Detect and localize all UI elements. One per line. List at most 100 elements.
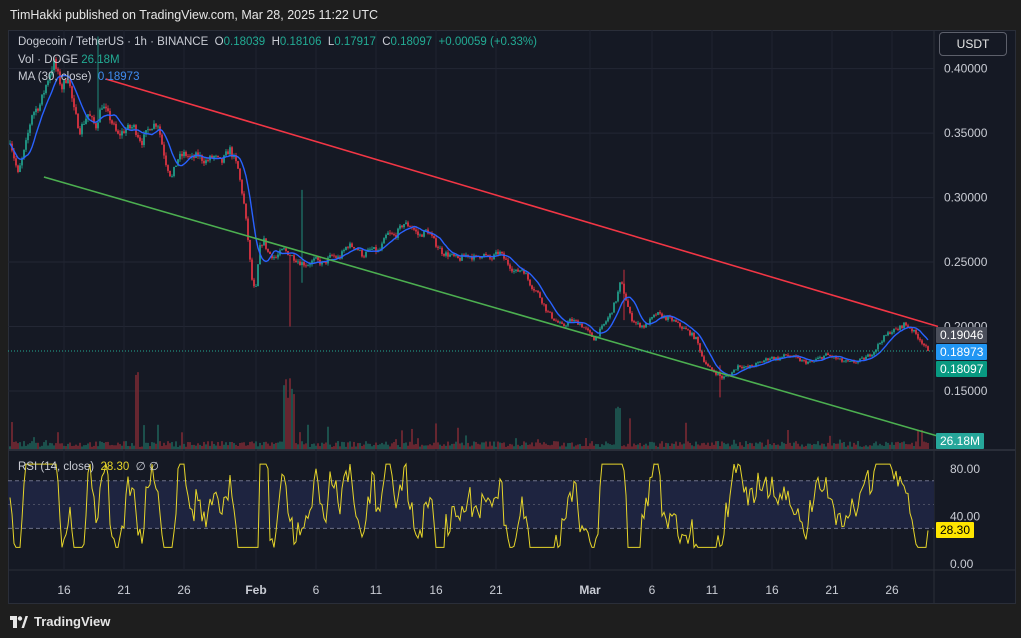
volume-bar: [449, 445, 451, 449]
candle-body: [799, 357, 801, 362]
candle-body: [27, 132, 29, 141]
candle-body: [289, 255, 291, 256]
candle-body: [217, 155, 219, 158]
candle-body: [821, 357, 823, 359]
candle-body: [385, 234, 387, 239]
volume-bar: [597, 444, 599, 449]
tradingview-logo[interactable]: TradingView: [10, 614, 110, 629]
candle-body: [447, 252, 449, 257]
symbol-name[interactable]: Dogecoin / TetherUS · 1h · BINANCE: [18, 36, 209, 48]
candle-body: [825, 353, 827, 356]
volume-bar: [857, 441, 859, 449]
candle-body: [531, 285, 533, 289]
volume-bar: [541, 444, 543, 449]
candle-body: [889, 332, 891, 334]
candle-body: [333, 255, 335, 257]
volume-bar: [243, 442, 245, 449]
volume-label[interactable]: Vol · DOGE: [18, 54, 79, 66]
candle-body: [783, 354, 785, 357]
volume-bar: [439, 444, 441, 449]
candle-body: [173, 166, 175, 177]
volume-bar: [297, 444, 299, 449]
volume-bar: [9, 446, 11, 449]
candle-body: [543, 303, 545, 305]
close-value: 0.18097: [390, 36, 433, 48]
candle-body: [757, 362, 759, 364]
volume-bar: [135, 374, 137, 449]
candle-body: [755, 362, 757, 367]
candle-body: [749, 365, 751, 368]
volume-bar: [249, 441, 251, 449]
candle-body: [583, 327, 585, 329]
volume-bar: [11, 422, 13, 449]
volume-bar: [919, 446, 921, 449]
candle-body: [509, 264, 511, 269]
volume-bar: [595, 444, 597, 449]
volume-bar: [827, 442, 829, 449]
volume-bar: [407, 445, 409, 449]
candle-body: [417, 231, 419, 236]
volume-bar: [405, 442, 407, 449]
rsi-label[interactable]: RSI (14, close): [18, 461, 95, 473]
volume-bar: [881, 445, 883, 449]
candle-body: [573, 319, 575, 322]
volume-bar: [295, 443, 297, 449]
candle-body: [549, 311, 551, 313]
volume-bar: [259, 442, 261, 449]
volume-bar: [427, 445, 429, 449]
volume-bar: [685, 422, 687, 449]
candle-body: [601, 325, 603, 329]
time-tick-label: 16: [765, 583, 779, 597]
ma-label[interactable]: MA (30, close): [18, 71, 92, 83]
volume-bar: [115, 445, 117, 449]
candle-body: [847, 360, 849, 362]
candle-body: [841, 358, 843, 362]
volume-bar: [415, 443, 417, 449]
candle-body: [475, 255, 477, 257]
volume-bar: [463, 445, 465, 449]
time-tick-label: 11: [370, 583, 383, 597]
volume-bar: [495, 446, 497, 449]
candle-body: [767, 358, 769, 361]
volume-bar: [107, 441, 109, 449]
volume-bar: [181, 432, 183, 449]
volume-bar: [471, 445, 473, 449]
volume-bar: [921, 429, 923, 449]
candle-body: [563, 323, 565, 327]
candle-body: [637, 322, 639, 324]
candle-body: [121, 131, 123, 136]
candle-body: [307, 265, 309, 267]
volume-bar: [725, 444, 727, 449]
volume-bar: [477, 443, 479, 449]
candle-body: [305, 265, 307, 267]
candle-body: [255, 286, 257, 287]
candle-body: [389, 232, 391, 234]
currency-button[interactable]: USDT: [939, 32, 1007, 56]
candle-body: [497, 251, 499, 255]
volume-bar: [805, 445, 807, 449]
volume-bar: [323, 443, 325, 449]
candle-body: [505, 258, 507, 260]
volume-bar: [27, 444, 29, 449]
candle-body: [81, 124, 83, 135]
volume-bar: [433, 442, 435, 449]
candle-body: [811, 361, 813, 363]
volume-bar: [759, 441, 761, 449]
candle-body: [213, 156, 215, 158]
volume-bar: [379, 444, 381, 449]
candle-body: [165, 155, 167, 166]
volume-bar: [669, 446, 671, 449]
candle-body: [769, 358, 771, 361]
volume-bar: [85, 445, 87, 449]
volume-bar: [21, 446, 23, 449]
candle-body: [69, 79, 71, 87]
volume-bar: [419, 446, 421, 449]
candle-body: [817, 357, 819, 360]
volume-bar: [75, 444, 77, 449]
volume-bar: [523, 441, 525, 449]
volume-bar: [545, 443, 547, 449]
volume-bar: [499, 442, 501, 449]
price-chart[interactable]: 0.400000.350000.300000.250000.200000.150…: [8, 30, 1016, 604]
volume-bar: [695, 441, 697, 449]
candle-body: [453, 253, 455, 256]
